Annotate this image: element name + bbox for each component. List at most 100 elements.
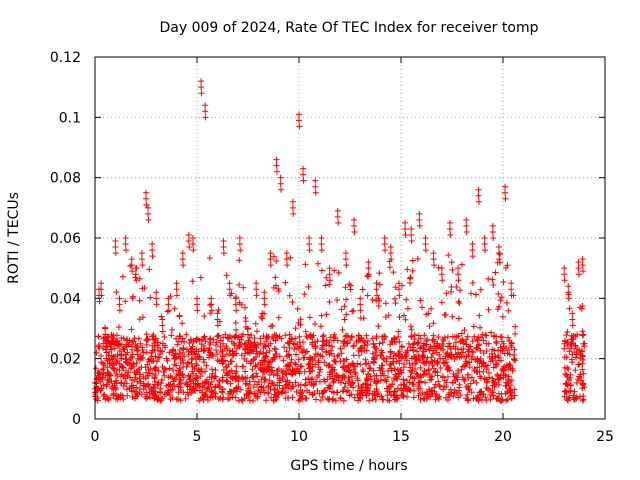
data-point: [216, 384, 223, 391]
data-point: [397, 366, 404, 373]
data-point: [102, 331, 109, 338]
data-point: [378, 347, 385, 354]
data-point: [437, 365, 444, 372]
data-point: [345, 387, 352, 394]
data-point: [465, 385, 471, 392]
data-point: [430, 365, 437, 372]
data-point: [468, 374, 475, 381]
data-point: [128, 388, 135, 395]
data-point: [166, 382, 173, 389]
data-point: [138, 256, 145, 263]
data-point: [286, 331, 293, 338]
data-point: [318, 235, 325, 241]
data-point: [355, 397, 362, 404]
data-point: [250, 384, 257, 391]
data-point: [413, 370, 420, 377]
data-point: [98, 280, 105, 287]
data-point: [104, 338, 111, 345]
data-point: [349, 308, 356, 315]
data-point: [392, 371, 399, 378]
data-point: [324, 395, 331, 402]
x-tick-label: 15: [392, 429, 410, 445]
data-point: [482, 362, 489, 369]
data-point: [489, 375, 496, 382]
data-point: [411, 336, 418, 343]
data-point: [314, 351, 321, 358]
data-point: [289, 198, 296, 205]
data-point: [492, 353, 499, 360]
data-point: [280, 375, 287, 382]
data-point: [161, 334, 168, 341]
data-point: [500, 278, 507, 285]
data-point: [446, 340, 453, 347]
data-point: [214, 357, 221, 364]
data-point: [190, 380, 197, 387]
data-point: [358, 384, 365, 391]
data-point: [387, 341, 394, 348]
data-point: [321, 359, 328, 366]
data-point: [429, 337, 436, 344]
data-point: [261, 301, 268, 308]
data-point: [477, 324, 484, 331]
data-point: [402, 316, 409, 323]
data-point: [469, 338, 476, 345]
data-point: [307, 334, 314, 341]
data-point: [283, 250, 290, 257]
data-point: [133, 277, 140, 284]
data-point: [151, 375, 158, 382]
data-point: [257, 340, 264, 347]
data-point: [114, 373, 121, 380]
data-point: [396, 348, 403, 355]
data-point: [222, 331, 229, 338]
data-point: [292, 361, 299, 368]
data-point: [422, 379, 429, 386]
data-point: [257, 389, 264, 396]
data-point: [399, 282, 406, 289]
data-point: [403, 351, 410, 358]
data-point: [367, 365, 374, 372]
data-point: [505, 373, 512, 380]
data-point: [577, 355, 584, 362]
data-point: [139, 285, 146, 292]
data-point: [132, 271, 139, 278]
data-point: [463, 353, 470, 360]
data-point: [417, 396, 424, 403]
data-point: [359, 389, 366, 396]
data-point: [329, 375, 336, 382]
data-point: [388, 256, 395, 263]
data-point: [315, 364, 322, 371]
data-point: [366, 390, 373, 397]
data-point: [165, 307, 172, 314]
data-point: [287, 254, 294, 261]
data-point: [150, 357, 157, 364]
data-point: [497, 297, 504, 304]
data-point: [396, 357, 403, 364]
data-point: [128, 343, 135, 350]
data-point: [269, 367, 276, 374]
data-point: [346, 392, 353, 399]
data-point: [202, 108, 209, 115]
data-point: [478, 334, 485, 341]
data-point: [475, 186, 482, 193]
data-point: [238, 396, 245, 403]
data-point: [219, 396, 226, 403]
data-point: [201, 346, 208, 353]
data-point: [375, 295, 382, 302]
data-point: [463, 360, 470, 367]
data-point: [185, 372, 192, 379]
data-point: [203, 362, 210, 369]
data-point: [251, 343, 258, 350]
data-point: [223, 272, 230, 279]
data-point: [306, 241, 313, 248]
data-point: [407, 373, 414, 380]
data-point: [208, 307, 215, 314]
data-point: [215, 306, 222, 313]
data-point: [326, 281, 333, 288]
data-point: [350, 352, 357, 359]
data-point: [262, 343, 269, 350]
data-point: [204, 394, 211, 401]
data-point: [364, 376, 371, 383]
data-point: [136, 375, 143, 382]
data-point: [422, 241, 429, 248]
data-point: [115, 324, 122, 331]
